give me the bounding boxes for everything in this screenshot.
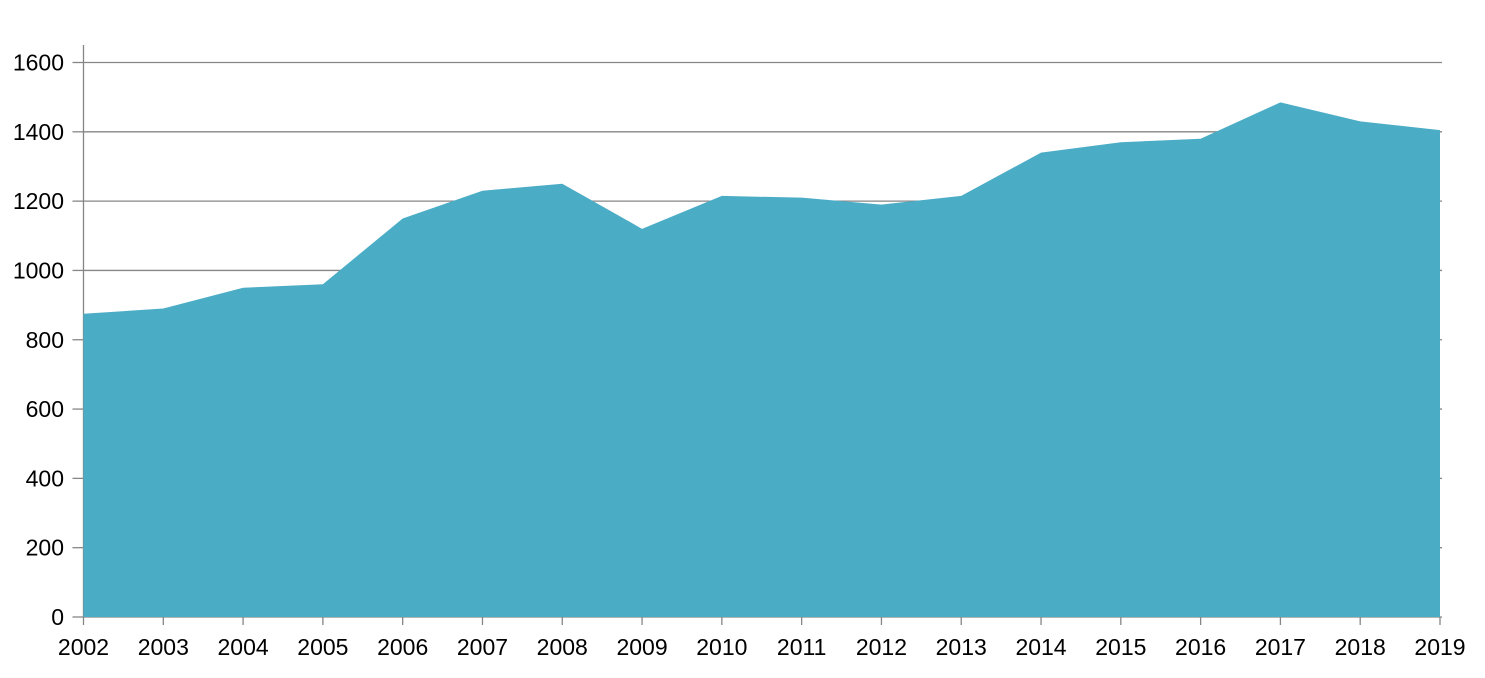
x-axis-tick-label: 2003	[138, 634, 189, 660]
area-series	[83, 102, 1440, 618]
x-axis-tick-label: 2011	[777, 634, 826, 660]
y-axis-tick-label: 0	[51, 604, 64, 630]
x-axis-tick-label: 2010	[696, 634, 747, 660]
x-axis-tick-label: 2018	[1335, 634, 1386, 660]
y-axis-tick-label: 200	[26, 535, 64, 561]
x-axis-tick-label: 2009	[616, 634, 667, 660]
x-axis-tick-label: 2017	[1255, 634, 1306, 660]
x-axis-tick-label: 2008	[537, 634, 588, 660]
x-axis-tick-label: 2014	[1015, 634, 1066, 660]
x-axis-tick-label: 2015	[1095, 634, 1146, 660]
y-axis-tick-label: 1400	[13, 119, 64, 145]
x-axis-tick-label: 2007	[457, 634, 508, 660]
x-axis-tick-label: 2016	[1175, 634, 1226, 660]
x-axis-tick-label: 2019	[1414, 634, 1465, 660]
y-axis-tick-label: 1600	[13, 50, 64, 76]
y-axis-tick-label: 400	[26, 465, 64, 491]
y-axis-tick-label: 600	[26, 396, 64, 422]
x-axis-tick-label: 2013	[936, 634, 987, 660]
y-axis-tick-label: 1000	[13, 257, 64, 283]
x-axis-tick-label: 2006	[377, 634, 428, 660]
x-axis-tick-label: 2005	[297, 634, 348, 660]
x-axis-tick-label: 2002	[58, 634, 109, 660]
x-axis-tick-label: 2004	[218, 634, 269, 660]
x-axis-tick-label: 2012	[856, 634, 907, 660]
y-axis-tick-label: 1200	[13, 188, 64, 214]
y-axis-tick-label: 800	[26, 327, 64, 353]
